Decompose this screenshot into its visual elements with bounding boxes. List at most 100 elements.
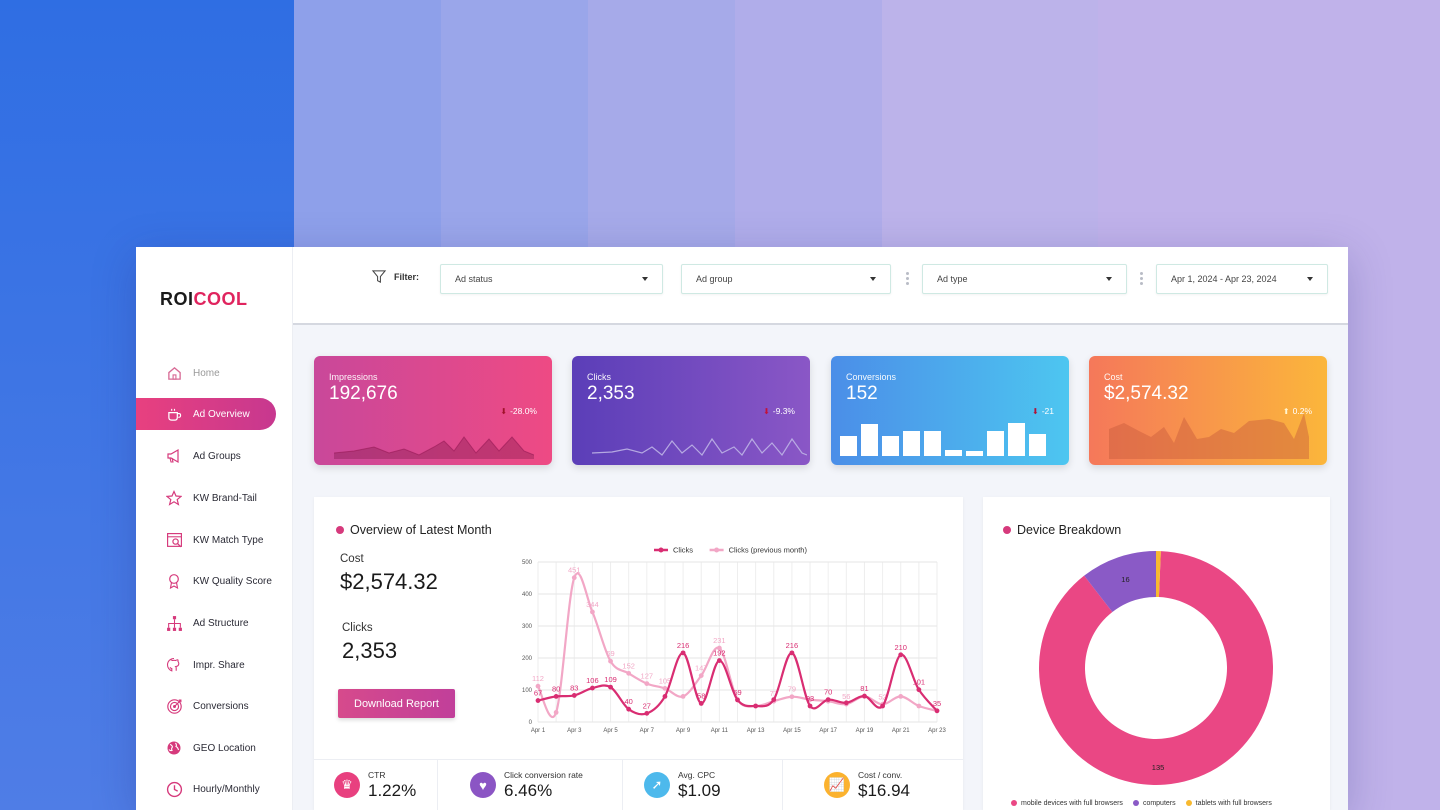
legend-item[interactable]: tablets with full browsers	[1185, 800, 1272, 807]
stat-click-conversion-rate: ♥ Click conversion rate 6.46%	[470, 760, 583, 810]
device-donut-chart: 135 16	[1039, 551, 1273, 785]
sidebar: ROICOOL Home Ad Overview Ad Groups KW Br…	[136, 247, 293, 810]
sidebar-item-geo-location[interactable]: GEO Location	[136, 732, 276, 764]
dashboard-window: ROICOOL Home Ad Overview Ad Groups KW Br…	[136, 247, 1348, 810]
date-range-picker[interactable]: Apr 1, 2024 - Apr 23, 2024	[1156, 264, 1328, 294]
clock-icon	[165, 780, 183, 798]
data-point	[735, 697, 740, 703]
bar	[945, 450, 962, 456]
target-icon	[165, 697, 183, 715]
ad-type-dropdown[interactable]: Ad type	[922, 264, 1127, 294]
data-point	[698, 673, 704, 678]
bullet-dot	[336, 526, 344, 534]
slice-mobile	[1039, 551, 1273, 785]
data-point	[590, 685, 595, 691]
globe-icon	[165, 739, 183, 757]
device-legend: mobile devices with full browsers compute…	[1011, 793, 1321, 810]
data-label: 80	[552, 684, 560, 693]
sidebar-item-ad-overview[interactable]: Ad Overview	[136, 398, 276, 430]
download-report-button[interactable]: Download Report	[338, 689, 455, 718]
bar	[1029, 434, 1046, 456]
kebab-menu-icon[interactable]	[1140, 272, 1143, 287]
data-point	[825, 697, 831, 702]
sidebar-item-label: KW Quality Score	[193, 575, 272, 587]
data-point	[807, 703, 813, 709]
legend-item[interactable]: computers	[1132, 800, 1176, 807]
x-tick-label: Apr 5	[603, 728, 618, 734]
x-tick-label: Apr 19	[856, 728, 874, 734]
data-label: 101	[913, 678, 926, 687]
legend-label: Clicks (previous month)	[729, 546, 808, 555]
data-point	[934, 708, 940, 714]
ad-group-dropdown[interactable]: Ad group	[681, 264, 891, 294]
clicks-sparkline	[592, 437, 807, 457]
overview-title: Overview of Latest Month	[336, 523, 492, 537]
data-point	[644, 681, 650, 686]
data-label: 40	[625, 697, 633, 706]
data-point	[608, 658, 613, 664]
data-label: 27	[643, 701, 651, 710]
award-ribbon-icon	[165, 572, 183, 590]
y-tick-label: 400	[522, 592, 533, 598]
cost-label: Cost	[340, 553, 364, 565]
divider	[622, 760, 623, 810]
cursor-click-icon: ➚	[644, 772, 670, 798]
data-label: 105	[659, 676, 672, 685]
data-label: 216	[786, 641, 799, 650]
data-label: 109	[604, 675, 617, 684]
clicks-value: 2,353	[342, 638, 398, 663]
bar	[966, 451, 983, 456]
x-tick-label: Apr 11	[711, 728, 729, 734]
legend-label: Clicks	[673, 546, 693, 555]
legend-item[interactable]: mobile devices with full browsers	[1011, 800, 1123, 807]
legend-marker	[658, 547, 664, 553]
slice-tablets	[1156, 551, 1161, 598]
kpi-value: 192,676	[329, 383, 398, 404]
sidebar-item-conversions[interactable]: Conversions	[136, 690, 276, 722]
conversions-sparkline	[840, 423, 1046, 456]
kebab-menu-icon[interactable]	[906, 272, 909, 287]
sidebar-item-ad-structure[interactable]: Ad Structure	[136, 607, 276, 639]
ad-status-dropdown[interactable]: Ad status	[440, 264, 663, 294]
x-tick-label: Apr 17	[819, 728, 837, 734]
data-label: 93	[806, 694, 814, 703]
cost-value: $2,574.32	[340, 569, 438, 594]
data-point	[680, 694, 686, 699]
data-point	[716, 658, 722, 663]
kpi-card-conversions[interactable]: Conversions 152 ⬇ -21	[831, 356, 1069, 465]
kpi-card-clicks[interactable]: Clicks 2,353 ⬇ -9.3%	[572, 356, 810, 465]
data-label: 77	[770, 689, 778, 698]
kpi-value: 2,353	[587, 383, 635, 404]
data-label: 69	[733, 688, 741, 697]
x-tick-label: Apr 1	[531, 728, 546, 734]
sidebar-item-hourly-monthly[interactable]: Hourly/Monthly	[136, 773, 276, 805]
sidebar-item-impr-share[interactable]: Impr. Share	[136, 649, 276, 681]
data-label: 81	[860, 684, 868, 693]
hierarchy-icon	[165, 614, 183, 632]
funnel-icon	[371, 270, 387, 283]
bar	[861, 424, 878, 456]
data-label: 210	[894, 643, 907, 652]
sidebar-item-home[interactable]: Home	[136, 357, 276, 389]
data-point	[662, 686, 668, 691]
kpi-label: Impressions	[329, 372, 378, 382]
bullet-dot	[1003, 526, 1011, 534]
sidebar-item-kw-quality-score[interactable]: KW Quality Score	[136, 565, 276, 597]
kpi-label: Cost	[1104, 372, 1123, 382]
sidebar-item-label: Conversions	[193, 700, 249, 712]
data-point	[789, 694, 795, 700]
legend-marker	[714, 547, 720, 553]
brand-logo[interactable]: ROICOOL	[160, 289, 248, 309]
sidebar-item-kw-brand-tail[interactable]: KW Brand-Tail	[136, 482, 276, 514]
sidebar-item-ad-groups[interactable]: Ad Groups	[136, 440, 276, 472]
kpi-card-cost[interactable]: Cost $2,574.32 ⬆ 0.2%	[1089, 356, 1327, 465]
data-label: 231	[713, 636, 726, 645]
bar	[987, 431, 1004, 456]
filter-label: Filter:	[371, 269, 419, 284]
bar	[924, 431, 941, 456]
data-point	[843, 700, 849, 706]
kpi-card-impressions[interactable]: Impressions 192,676 ⬇ -28.0%	[314, 356, 552, 465]
y-tick-label: 200	[522, 656, 533, 662]
sidebar-item-kw-match-type[interactable]: KW Match Type	[136, 524, 276, 556]
clicks-line-chart: 0 100 200 300 400 500 Apr 1 Apr 3 Apr 5 Apr 7 Apr …	[522, 546, 947, 735]
